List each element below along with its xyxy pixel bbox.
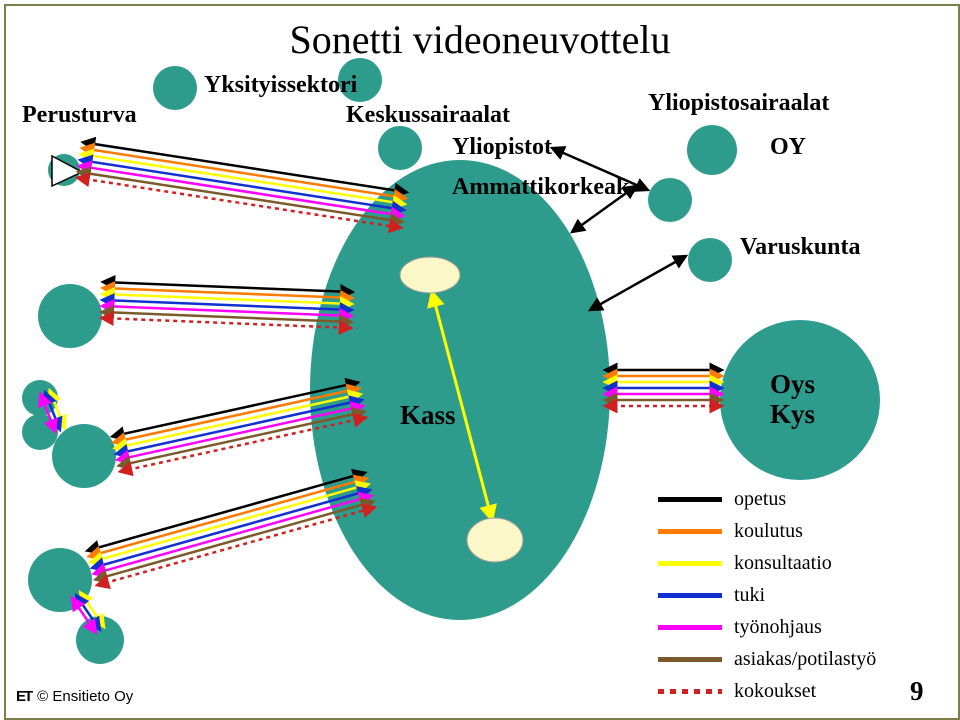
legend-text: työnohjaus <box>734 616 822 639</box>
legend-line-icon <box>658 593 722 598</box>
node-3 <box>687 125 737 175</box>
label-yliopistot: Yliopistot <box>452 134 552 161</box>
legend-line-icon <box>658 529 722 534</box>
node-0 <box>153 66 197 110</box>
bundle-3-line-2 <box>90 484 368 562</box>
legend-line-icon <box>658 657 722 662</box>
slide-title: Sonetti videoneuvottelu <box>0 16 960 63</box>
bundle-3-line-6 <box>97 507 375 585</box>
legend-text: konsultaatio <box>734 552 832 575</box>
inner-node-0 <box>400 257 460 293</box>
bundle-3-line-3 <box>92 490 370 568</box>
label-oy: OY <box>770 134 806 161</box>
legend-koulutus: koulutus <box>658 520 803 543</box>
legend-text: opetus <box>734 488 786 511</box>
bundle-3-line-4 <box>94 496 372 574</box>
node-9 <box>22 414 58 450</box>
legend-kokoukset: kokoukset <box>658 680 816 703</box>
legend-konsultaatio: konsultaatio <box>658 552 832 575</box>
label-keskussairaalat: Keskussairaalat <box>346 102 510 129</box>
legend-text: koulutus <box>734 520 803 543</box>
node-2 <box>378 126 422 170</box>
legend-opetus: opetus <box>658 488 786 511</box>
label-varuskunta: Varuskunta <box>740 234 861 261</box>
legend-line-icon <box>658 625 722 630</box>
legend-tuki: tuki <box>658 584 765 607</box>
bundle-3-line-5 <box>95 502 373 580</box>
footer-logo: ET <box>16 688 31 705</box>
node-7 <box>38 284 102 348</box>
node-10 <box>52 424 116 488</box>
label-perusturva: Perusturva <box>22 102 137 129</box>
legend-asiakas/potilastyö: asiakas/potilastyö <box>658 648 876 671</box>
legend-line-icon <box>658 497 722 502</box>
kass-label: Kass <box>400 400 456 431</box>
legend-text: tuki <box>734 584 765 607</box>
legend-text: asiakas/potilastyö <box>734 648 876 671</box>
oys-kys-label: OysKys <box>770 370 815 429</box>
kys-label: Kys <box>770 400 815 430</box>
legend-line-icon <box>658 689 722 694</box>
label-pagenum: 9 <box>910 676 924 707</box>
inner-node-1 <box>467 518 523 562</box>
label-ammattikorkeak: Ammattikorkeak. <box>452 174 635 201</box>
footer: ET © Ensitieto Oy <box>16 688 133 705</box>
bundle-3-line-1 <box>89 478 367 556</box>
label-yliopistosairaalat: Yliopistosairaalat <box>648 90 829 117</box>
bundle-3-line-0 <box>87 473 365 551</box>
legend-line-icon <box>658 561 722 566</box>
node-4 <box>648 178 692 222</box>
footer-text: © Ensitieto Oy <box>37 688 133 705</box>
legend-text: kokoukset <box>734 680 816 703</box>
node-5 <box>688 238 732 282</box>
legend-työnohjaus: työnohjaus <box>658 616 822 639</box>
arrow-2 <box>590 256 686 310</box>
label-yksityissektori: Yksityissektori <box>204 72 357 99</box>
oys-label: Oys <box>770 370 815 400</box>
